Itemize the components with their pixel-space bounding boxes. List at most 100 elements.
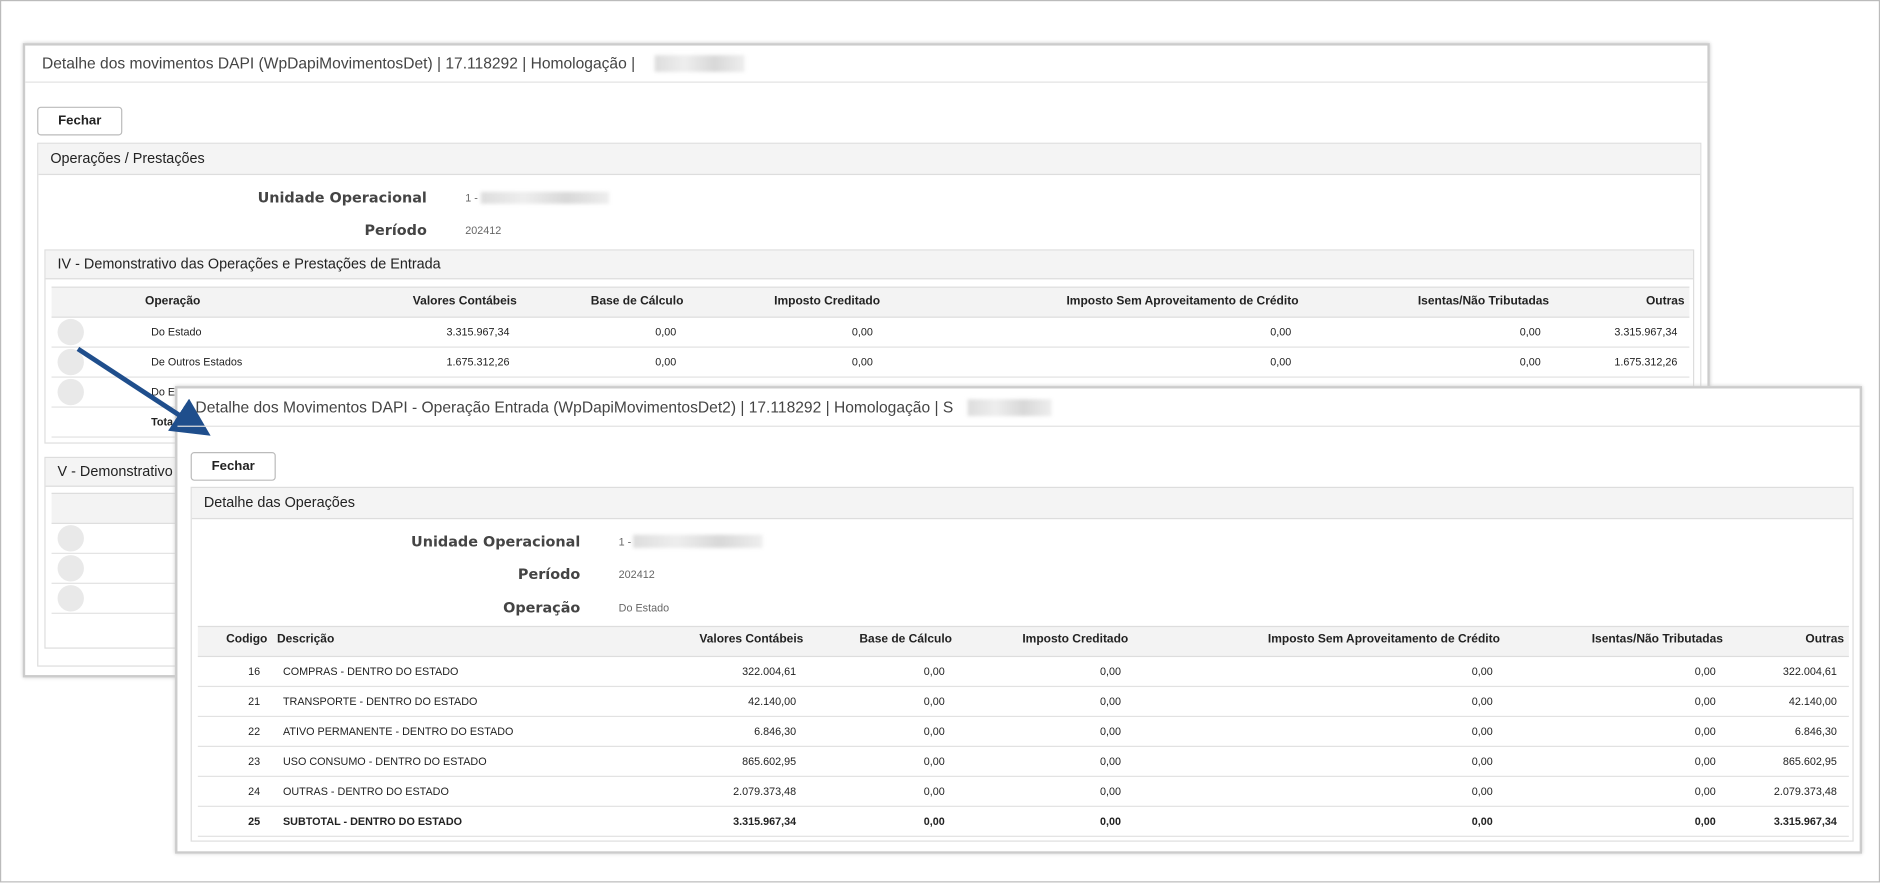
table-cell: 0,00: [1100, 665, 1122, 678]
row-divider: [197, 715, 1849, 718]
panel-header: [38, 143, 1701, 176]
table-cell: 0,00: [1100, 725, 1122, 738]
column-header: Valores Contábeis: [699, 633, 804, 647]
table-cell: 21: [248, 695, 261, 708]
column-header: Operação: [144, 294, 201, 309]
table-cell: 3.315.967,34: [446, 326, 510, 339]
table-cell: 6.846,30: [754, 725, 797, 738]
row-divider: [197, 745, 1849, 747]
search-icon[interactable]: [57, 555, 84, 582]
redacted: [967, 399, 1052, 417]
table-cell: 3.315.967,34: [733, 815, 797, 828]
table-header: [51, 286, 1690, 318]
column-header: Base de Cálculo: [590, 294, 684, 309]
close-button[interactable]: Fechar: [190, 452, 276, 481]
table-cell: 1.675.312,26: [446, 356, 510, 369]
section-title: IV - Demonstrativo das Operações e Prest…: [57, 255, 441, 273]
field-value: 1 -: [618, 535, 632, 548]
field-label: Período: [364, 221, 427, 239]
close-button[interactable]: Fechar: [37, 106, 123, 136]
field-label: Unidade Operacional: [411, 533, 581, 551]
column-header: Valores Contábeis: [412, 294, 517, 309]
row-divider: [197, 835, 1849, 837]
search-icon[interactable]: [57, 378, 84, 406]
table-cell: 22: [248, 725, 261, 738]
table-cell: 0,00: [1694, 755, 1716, 768]
search-icon[interactable]: [57, 348, 84, 376]
row-divider: [197, 805, 1849, 807]
table-cell: COMPRAS - DENTRO DO ESTADO: [282, 665, 459, 678]
table-cell: 865.602,95: [742, 755, 797, 768]
table-cell: De Outros Estados: [151, 356, 243, 369]
field-value: Do Estado: [618, 601, 670, 614]
field-label: Período: [517, 565, 581, 583]
table-cell: Do Estado: [151, 326, 202, 339]
table-cell: 0,00: [923, 755, 945, 768]
table-cell: 0,00: [1100, 755, 1122, 768]
table-cell: 25: [248, 815, 261, 828]
column-header: Imposto Sem Aproveitamento de Crédito: [1267, 633, 1500, 647]
column-header: Imposto Creditado: [774, 294, 881, 309]
table-cell: 0,00: [1694, 815, 1716, 828]
arrow-line: [76, 346, 211, 436]
column-header: Isentas/Não Tributadas: [1591, 633, 1723, 647]
table-cell: 0,00: [1471, 785, 1493, 798]
table-cell: 0,00: [1100, 815, 1122, 828]
field-value: 202412: [465, 224, 502, 237]
table-cell: 0,00: [923, 785, 945, 798]
table-cell: 0,00: [1471, 725, 1493, 738]
table-cell: 0,00: [1694, 695, 1716, 708]
table-cell: 0,00: [1100, 695, 1122, 708]
redacted: [480, 191, 610, 204]
table-cell: 0,00: [1270, 326, 1292, 339]
table-cell: Do E: [151, 386, 176, 399]
row-divider: [51, 346, 1690, 348]
table-cell: 0,00: [1471, 815, 1493, 828]
redacted: [633, 534, 763, 548]
section-header: [45, 250, 1693, 280]
column-header: Base de Cálculo: [859, 633, 953, 647]
column-header: Imposto Sem Aproveitamento de Crédito: [1066, 294, 1299, 309]
table-cell: 0,00: [1694, 785, 1716, 798]
column-header: Imposto Creditado: [1022, 633, 1129, 647]
table-cell: 16: [248, 665, 261, 678]
field-label: Operação: [503, 599, 581, 617]
table-cell: TRANSPORTE - DENTRO DO ESTADO: [282, 695, 478, 708]
table-cell: 0,00: [923, 695, 945, 708]
table-cell: 0,00: [1519, 356, 1541, 369]
search-icon[interactable]: [57, 585, 84, 612]
table-cell: 0,00: [1694, 725, 1716, 738]
panel-header: [191, 487, 1853, 520]
table-cell: 3.315.967,34: [1773, 815, 1837, 828]
table-cell: 42.140,00: [1788, 695, 1837, 708]
table-cell: 42.140,00: [748, 695, 797, 708]
table-cell: 1.675.312,26: [1614, 356, 1678, 369]
table-cell: 0,00: [851, 356, 873, 369]
search-icon[interactable]: [57, 525, 84, 552]
field-value: 1 -: [465, 191, 478, 204]
table-cell: 865.602,95: [1782, 755, 1837, 768]
row-divider: [197, 685, 1849, 688]
table-header: [197, 625, 1849, 658]
table-cell: Tota: [151, 416, 174, 429]
table-cell: ATIVO PERMANENTE - DENTRO DO ESTADO: [282, 725, 514, 738]
column-header: Isentas/Não Tributadas: [1417, 294, 1550, 309]
table-cell: 0,00: [1519, 326, 1541, 339]
table-cell: 0,00: [1270, 356, 1292, 369]
table-cell: 23: [248, 755, 261, 768]
column-header: Codigo: [226, 633, 268, 647]
table-cell: 0,00: [1471, 695, 1493, 708]
table-cell: 0,00: [923, 815, 945, 828]
table-cell: 0,00: [1471, 665, 1493, 678]
section-title: V - Demonstrativo: [57, 462, 173, 480]
panel: [190, 486, 1854, 842]
table-cell: 2.079.373,48: [733, 785, 797, 798]
field-value: 202412: [618, 568, 655, 581]
column-header: Outras: [1805, 633, 1845, 647]
table-cell: 0,00: [1471, 755, 1493, 768]
search-icon[interactable]: [57, 318, 84, 346]
table-cell: 3.315.967,34: [1614, 326, 1678, 339]
table-cell: 0,00: [923, 725, 945, 738]
